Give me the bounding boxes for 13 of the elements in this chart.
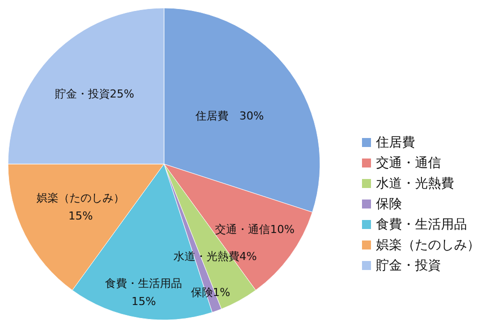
legend-label: 水道・光熱費 (376, 176, 454, 192)
legend-label: 交通・通信 (376, 155, 441, 172)
data-label: 住居費 30% (195, 109, 264, 122)
data-label: 保険1% (190, 286, 230, 300)
data-label: 貯金・投資25% (54, 88, 134, 101)
legend-label: 娯楽（たのしみ） (376, 238, 480, 254)
legend-label: 住居費 (375, 136, 415, 151)
legend-label: 食費・生活用品 (376, 218, 467, 233)
legend-label: 貯金・投資 (376, 258, 441, 274)
legend-label: 保険 (376, 197, 402, 212)
data-label: 食費・生活用品 15% (105, 276, 182, 308)
data-label: 娯楽（たのしみ） 15% (36, 191, 125, 223)
data-label: 交通・通信10% (215, 223, 295, 236)
